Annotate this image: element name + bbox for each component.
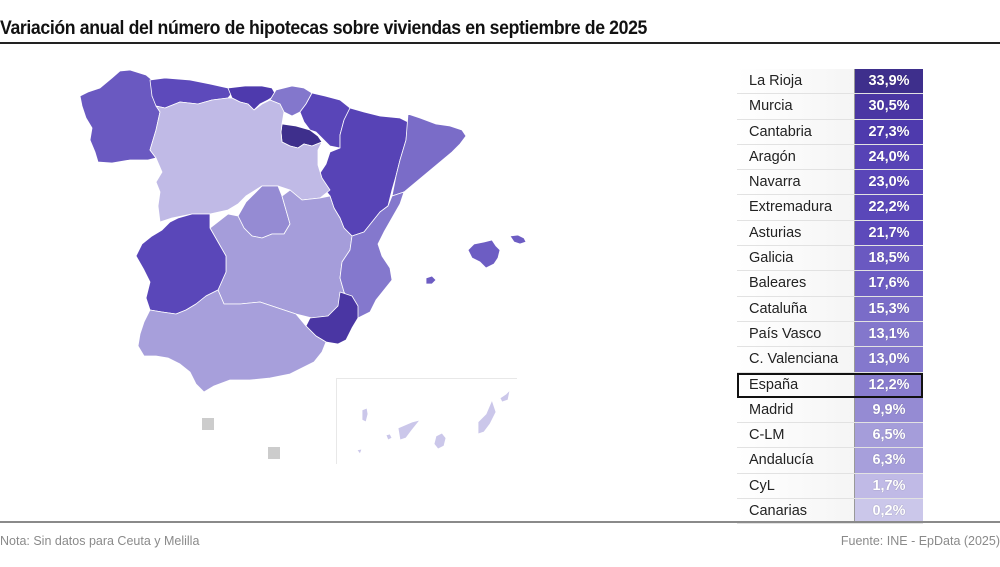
region-value: 18,5% (854, 246, 923, 271)
canarias-inset-frame (336, 378, 517, 464)
region-name: Asturias (737, 220, 854, 246)
table-row[interactable]: C-LM 6,5% (737, 423, 923, 449)
region-value: 27,3% (854, 119, 923, 144)
region-value: 1,7% (854, 473, 923, 499)
region-value: 24,0% (854, 144, 923, 170)
region-c-valenciana[interactable] (339, 191, 405, 319)
region-value: 13,0% (854, 347, 923, 372)
region-value: 15,3% (854, 296, 923, 321)
region-value: 22,2% (854, 195, 923, 220)
table-row[interactable]: Extremadura 22,2% (737, 195, 923, 221)
region-value: 17,6% (854, 271, 923, 296)
region-name: Canarias (737, 499, 854, 524)
region-value: 21,7% (854, 220, 923, 246)
region-value: 13,1% (854, 321, 923, 347)
table-row[interactable]: Aragón 24,0% (737, 144, 923, 171)
region-name: País Vasco (737, 321, 854, 347)
region-name: Cantabria (737, 119, 854, 144)
region-andalucia[interactable] (137, 289, 327, 393)
region-baleares-mallorca[interactable] (467, 239, 501, 269)
region-value: 9,9% (854, 397, 923, 423)
region-name: Cataluña (737, 296, 854, 321)
region-value: 12,2% (854, 372, 923, 397)
region-name: Madrid (737, 397, 854, 423)
table-row[interactable]: Baleares 17,6% (737, 271, 923, 297)
region-name: Galicia (737, 246, 854, 271)
region-name: C. Valenciana (737, 347, 854, 372)
footer-note: Nota: Sin datos para Ceuta y Melilla (0, 534, 200, 548)
table-row[interactable]: Galicia 18,5% (737, 246, 923, 272)
region-value: 6,5% (854, 423, 923, 448)
region-name: La Rioja (737, 69, 854, 94)
region-name: Murcia (737, 94, 854, 119)
region-navarra[interactable] (299, 92, 351, 149)
region-ceuta-no-data[interactable] (202, 418, 214, 430)
footer-divider (0, 521, 1000, 523)
region-value: 6,3% (854, 448, 923, 473)
table-row[interactable]: País Vasco 13,1% (737, 321, 923, 348)
region-melilla-no-data[interactable] (268, 447, 280, 459)
table-row[interactable]: Cataluña 15,3% (737, 296, 923, 322)
region-value: 0,2% (854, 499, 923, 524)
region-name: CyL (737, 473, 854, 499)
region-castilla-y-leon[interactable] (149, 97, 331, 223)
table-row[interactable]: Navarra 23,0% (737, 170, 923, 196)
table-row[interactable]: La Rioja 33,9% (737, 69, 923, 95)
region-name: C-LM (737, 423, 854, 448)
table-row[interactable]: Murcia 30,5% (737, 94, 923, 120)
region-baleares-ibiza[interactable] (425, 275, 437, 285)
table-row[interactable]: Asturias 21,7% (737, 220, 923, 247)
table-row-espana-total[interactable]: España 12,2% (737, 372, 923, 398)
table-row[interactable]: Andalucía 6,3% (737, 448, 923, 474)
region-value: 23,0% (854, 170, 923, 195)
spain-choropleth-map (79, 69, 527, 459)
region-value: 30,5% (854, 94, 923, 119)
region-cataluna[interactable] (391, 113, 467, 197)
table-row[interactable]: CyL 1,7% (737, 473, 923, 500)
table-row[interactable]: C. Valenciana 13,0% (737, 347, 923, 373)
region-name: Navarra (737, 170, 854, 195)
region-name: Andalucía (737, 448, 854, 473)
region-name: Baleares (737, 271, 854, 296)
region-canarias[interactable] (356, 389, 511, 455)
region-name: España (737, 372, 854, 397)
table-row[interactable]: Cantabria 27,3% (737, 119, 923, 145)
chart-title: Variación anual del número de hipotecas … (0, 18, 648, 39)
region-value: 33,9% (854, 69, 923, 94)
footer-source: Fuente: INE - EpData (2025) (840, 534, 1000, 548)
region-name: Aragón (737, 144, 854, 170)
title-divider (0, 42, 1000, 44)
table-row[interactable]: Madrid 9,9% (737, 397, 923, 424)
region-name: Extremadura (737, 195, 854, 220)
table-row[interactable]: Canarias 0,2% (737, 499, 923, 525)
region-baleares-menorca[interactable] (509, 234, 527, 245)
region-murcia[interactable] (305, 291, 359, 345)
ranking-table: La Rioja 33,9% Murcia 30,5% Cantabria 27,3%… (737, 69, 923, 525)
region-galicia[interactable] (79, 69, 161, 164)
